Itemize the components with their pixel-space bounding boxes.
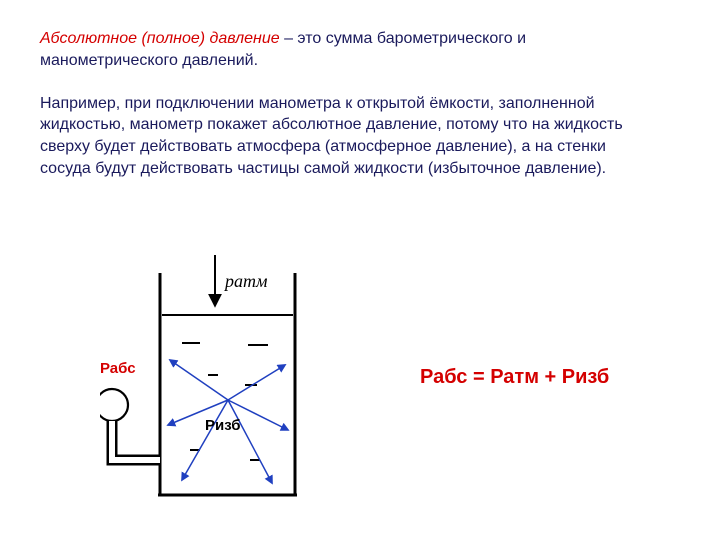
example-text: Например, при подключении манометра к от… <box>40 95 623 177</box>
definition-text: Абсолютное (полное) давление – это сумма… <box>40 28 640 179</box>
p-izb-label: Ризб <box>205 417 241 434</box>
p-abs-label: Рабс <box>100 360 136 377</box>
pressure-diagram: pатм <box>100 255 320 515</box>
manometer <box>100 389 160 460</box>
term-text: Абсолютное (полное) давление <box>40 30 280 47</box>
pressure-formula: Рабс = Ратм + Ризб <box>420 366 609 389</box>
p-atm-label: pатм <box>223 271 268 291</box>
